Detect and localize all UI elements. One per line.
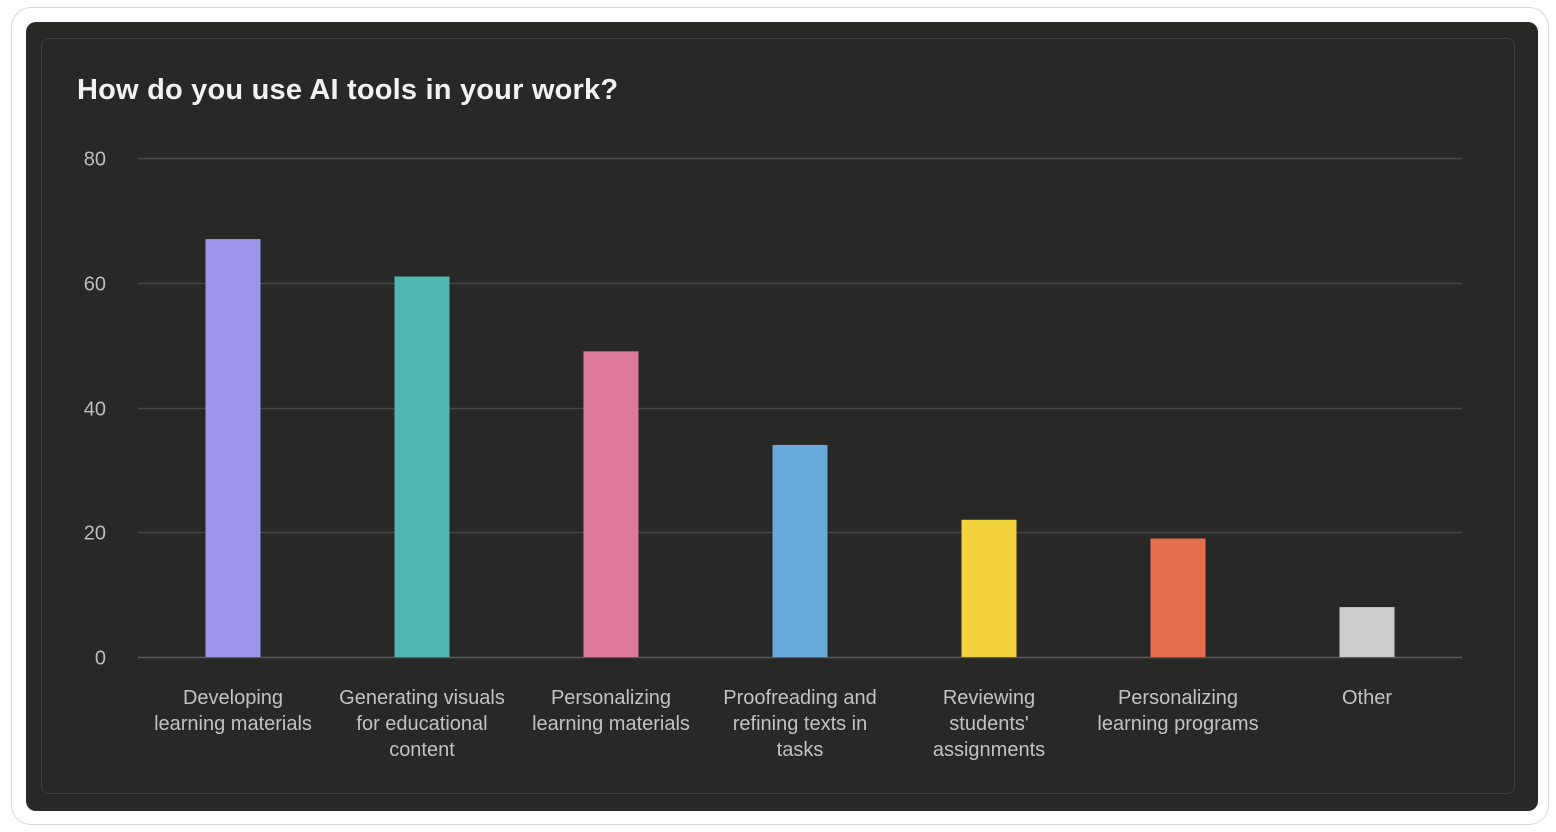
x-category-label-1: Developing learning materials [154,687,312,735]
bar-1[interactable] [205,239,261,657]
x-category-label-2: Generating visuals for educational content [339,687,505,761]
x-category-label-5: Reviewing students' assignments [933,687,1045,761]
bar-3[interactable] [583,351,639,657]
bar-2[interactable] [394,276,450,657]
y-tick-label-80: 80 [84,149,106,171]
x-category-label-6: Personalizing learning programs [1097,687,1258,735]
y-tick-label-40: 40 [84,399,106,421]
chart-title: How do you use AI tools in your work? [77,74,619,106]
y-tick-label-0: 0 [95,648,106,670]
bar-7[interactable] [1339,607,1395,657]
x-category-label-4: Proofreading and refining texts in tasks [723,687,876,761]
chart-card [26,22,1538,811]
x-category-label-3: Personalizing learning materials [532,687,690,735]
y-axis-ticks: 0 20 40 60 80 [84,149,106,670]
bar-6[interactable] [1150,538,1206,657]
x-axis-labels: Developing learning materials Generating v… [154,687,1392,761]
x-category-label-7: Other [1342,687,1392,709]
y-tick-label-20: 20 [84,523,106,545]
bars [205,239,1395,657]
bar-4[interactable] [772,444,828,657]
y-tick-label-60: 60 [84,274,106,296]
bar-5[interactable] [961,519,1017,657]
chart-inner-frame [41,38,1515,794]
